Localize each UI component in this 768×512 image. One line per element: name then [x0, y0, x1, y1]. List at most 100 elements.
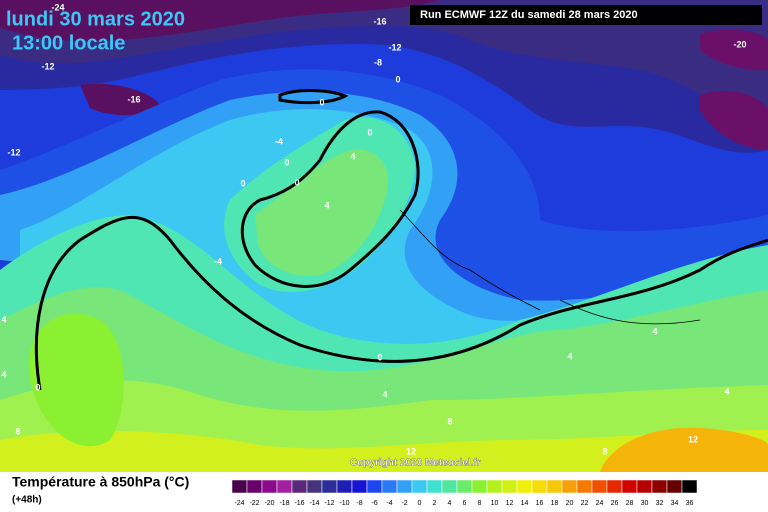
contour-label: 4 — [324, 200, 329, 210]
legend-label: 4 — [448, 500, 452, 507]
legend-label: -4 — [386, 500, 392, 507]
legend-label: -12 — [324, 500, 334, 507]
legend-swatch — [426, 479, 443, 494]
legend-label: 2 — [433, 500, 437, 507]
lead-time: (+48h) — [12, 495, 42, 506]
legend-swatch — [516, 479, 533, 494]
legend-swatch — [546, 479, 563, 494]
legend-swatch — [321, 479, 338, 494]
legend-swatch — [291, 479, 308, 494]
contour-label: -20 — [733, 39, 746, 49]
legend-swatch — [651, 479, 668, 494]
legend-swatch — [396, 479, 413, 494]
legend-swatch — [351, 479, 368, 494]
contour-label: -16 — [127, 94, 140, 104]
atlantic-warm — [28, 313, 124, 447]
legend-swatch — [501, 479, 518, 494]
contour-label: 8 — [447, 416, 452, 426]
contour-label: 8 — [15, 426, 20, 436]
warm-blob — [255, 149, 389, 276]
legend-label: 10 — [491, 500, 499, 507]
legend-swatch — [681, 479, 698, 494]
contour-label: 0 — [35, 382, 40, 392]
copyright: Copyright 2020 Meteociel.fr — [350, 458, 481, 469]
contour-label: 12 — [688, 434, 698, 444]
color-scale: -24 -22 -20 -18 -16 -14 -12 -10 -8 -6 -4 -2 0 2 4 6 8 10 1… — [231, 479, 698, 507]
legend-swatch — [306, 479, 323, 494]
arctic-cold — [700, 29, 768, 71]
legend-swatch — [471, 479, 488, 494]
legend-swatch — [246, 479, 263, 494]
contour-label: -4 — [275, 136, 283, 146]
legend-label: -6 — [371, 500, 377, 507]
date: lundi 30 mars 2020 — [6, 8, 185, 30]
contour-label: 0 — [284, 157, 289, 167]
legend-label: -20 — [264, 500, 274, 507]
contour-label: 0 — [240, 178, 245, 188]
contour-label: -12 — [41, 61, 54, 71]
legend-swatch — [231, 479, 248, 494]
greenland-cold — [80, 83, 160, 116]
south-yellow — [0, 430, 768, 472]
legend-label: 24 — [596, 500, 604, 507]
contour-label: -8 — [374, 57, 382, 67]
legend-label: 32 — [656, 500, 664, 507]
legend-swatch — [561, 479, 578, 494]
legend-label: 18 — [551, 500, 559, 507]
legend-label: 20 — [566, 500, 574, 507]
contour-labels: -24-16-12-80-20-12-16-1200-440004-444004… — [1, 2, 746, 456]
contour-label: 4 — [652, 326, 657, 336]
run-info: Run ECMWF 12Z du samedi 28 mars 2020 — [420, 9, 638, 21]
russia-cold — [700, 90, 768, 150]
contour-label: 4 — [567, 351, 572, 361]
legend-swatch — [261, 479, 278, 494]
legend-label: -24 — [234, 500, 244, 507]
legend-label: 22 — [581, 500, 589, 507]
contour-label: -24 — [51, 2, 64, 12]
time: 13:00 locale — [12, 32, 125, 54]
contour-label: 0 — [377, 352, 382, 362]
south-orange — [600, 427, 768, 472]
coastline — [399, 209, 701, 325]
zero-isotherm-loop — [240, 110, 420, 288]
legend-swatch — [441, 479, 458, 494]
legend-title: Température à 850hPa (°C) — [12, 474, 189, 490]
legend-label: 6 — [463, 500, 467, 507]
contour-label: -4 — [214, 256, 222, 266]
legend-label: 16 — [536, 500, 544, 507]
legend-swatch — [486, 479, 503, 494]
contour-label: 0 — [395, 74, 400, 84]
legend-label: 26 — [611, 500, 619, 507]
contour-label: 0 — [319, 97, 324, 107]
legend-label: -18 — [279, 500, 289, 507]
legend-label: -14 — [309, 500, 319, 507]
legend-label: -10 — [339, 500, 349, 507]
legend-label: -16 — [294, 500, 304, 507]
legend-swatch — [531, 479, 548, 494]
contour-label: 12 — [406, 446, 416, 456]
contour-label: 8 — [602, 446, 607, 456]
legend-label: 8 — [478, 500, 482, 507]
contour-label: 4 — [1, 314, 6, 324]
legend-label: 30 — [641, 500, 649, 507]
legend-swatch — [336, 479, 353, 494]
legend-swatch — [606, 479, 623, 494]
contour-label: 4 — [724, 386, 729, 396]
contour-label: 4 — [382, 389, 387, 399]
legend-label: 14 — [521, 500, 529, 507]
legend-label: 36 — [686, 500, 694, 507]
contour-label: -12 — [388, 42, 401, 52]
coldest-band — [0, 0, 440, 41]
legend-swatch — [276, 479, 293, 494]
zero-isotherm-small — [278, 89, 349, 105]
contour-label: 0 — [294, 177, 299, 187]
legend-label: -8 — [356, 500, 362, 507]
legend-label: 12 — [506, 500, 514, 507]
legend-swatch — [411, 479, 428, 494]
contour-label: 0 — [367, 127, 372, 137]
legend-label: -22 — [249, 500, 259, 507]
zero-isotherm — [34, 215, 768, 391]
legend-swatch — [456, 479, 473, 494]
legend-label: 0 — [418, 500, 422, 507]
